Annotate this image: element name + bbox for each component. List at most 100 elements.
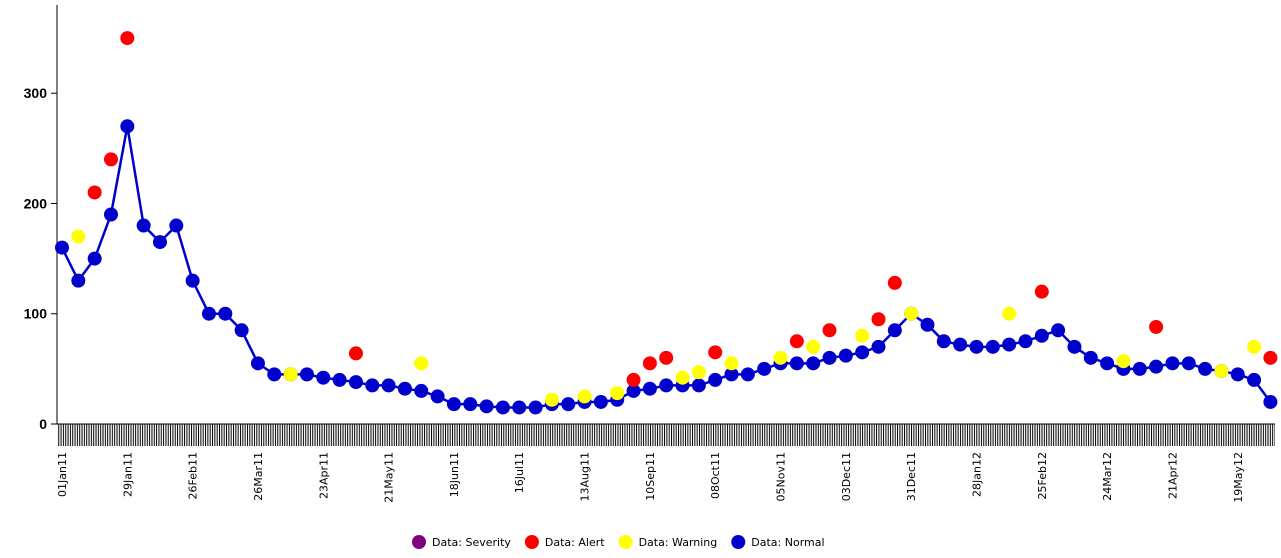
data-point — [316, 370, 331, 385]
data-point — [1149, 319, 1164, 334]
data-point — [185, 273, 200, 288]
data-point — [299, 367, 314, 382]
x-tick-label: 24Mar12 — [1101, 452, 1114, 501]
data-point — [283, 367, 298, 382]
data-point — [1263, 350, 1278, 365]
data-point — [1051, 323, 1066, 338]
data-point — [691, 365, 706, 380]
data-point — [528, 400, 543, 415]
data-point — [479, 399, 494, 414]
data-point — [855, 328, 870, 343]
data-point — [887, 275, 902, 290]
data-point — [218, 306, 233, 321]
data-point — [495, 400, 510, 415]
data-point — [71, 273, 86, 288]
data-point — [267, 367, 282, 382]
data-point — [789, 334, 804, 349]
data-point — [577, 389, 592, 404]
data-point — [332, 372, 347, 387]
data-point — [1018, 334, 1033, 349]
y-tick-label: 100 — [24, 306, 48, 322]
x-tick-label: 18Jun11 — [448, 452, 461, 497]
data-point — [561, 397, 576, 412]
data-point — [642, 356, 657, 371]
legend-marker — [524, 535, 539, 549]
data-point — [936, 334, 951, 349]
data-point — [904, 306, 919, 321]
data-point — [871, 312, 886, 327]
data-point — [365, 378, 380, 393]
data-point — [953, 337, 968, 352]
data-point — [642, 381, 657, 396]
data-point — [724, 356, 739, 371]
y-tick-label: 300 — [24, 85, 48, 101]
y-tick-label: 200 — [24, 195, 48, 211]
data-point — [414, 383, 429, 398]
data-point — [887, 323, 902, 338]
legend-label: Data: Severity — [432, 536, 511, 549]
x-tick-label: 25Feb12 — [1036, 452, 1049, 499]
x-tick-label: 28Jan12 — [970, 452, 983, 497]
data-point — [1263, 394, 1278, 409]
data-point — [544, 392, 559, 407]
data-point — [1132, 361, 1147, 376]
x-tick-label: 26Mar11 — [252, 452, 265, 501]
data-point — [1083, 350, 1098, 365]
x-tick-label: 21Apr12 — [1166, 452, 1179, 499]
data-point — [446, 397, 461, 412]
x-tick-label: 01Jan11 — [56, 452, 69, 497]
legend-marker — [618, 535, 633, 549]
x-tick-strip — [57, 424, 1275, 446]
data-point — [659, 378, 674, 393]
data-point — [103, 207, 118, 222]
x-tick-label: 13Aug11 — [579, 452, 592, 501]
legend-marker — [731, 535, 746, 549]
data-point — [71, 229, 86, 244]
x-tick-label: 03Dec11 — [840, 452, 853, 501]
data-point — [1165, 356, 1180, 371]
data-point — [1230, 367, 1245, 382]
data-point — [626, 383, 641, 398]
data-point — [103, 152, 118, 167]
data-point — [985, 339, 1000, 354]
data-point — [234, 323, 249, 338]
data-point — [757, 361, 772, 376]
data-point — [708, 372, 723, 387]
data-point — [806, 339, 821, 354]
data-point — [1002, 337, 1017, 352]
x-tick-label: 26Feb11 — [187, 452, 200, 499]
data-point — [1002, 306, 1017, 321]
data-point — [1181, 356, 1196, 371]
data-point — [708, 345, 723, 360]
data-point — [120, 119, 135, 134]
data-point — [871, 339, 886, 354]
data-point — [920, 317, 935, 332]
legend-label: Data: Warning — [639, 536, 718, 549]
data-point — [789, 356, 804, 371]
data-point — [610, 386, 625, 401]
data-point — [1149, 359, 1164, 374]
x-tick-label: 23Apr11 — [317, 452, 330, 499]
data-point — [822, 323, 837, 338]
x-tick-label: 19May12 — [1232, 452, 1245, 503]
legend-marker — [412, 535, 426, 549]
data-point — [136, 218, 151, 233]
y-tick-label: 0 — [39, 416, 47, 432]
data-point — [512, 400, 527, 415]
data-point — [120, 31, 135, 46]
data-point — [740, 367, 755, 382]
data-point — [593, 394, 608, 409]
data-point — [169, 218, 184, 233]
data-point — [691, 378, 706, 393]
data-point — [773, 350, 788, 365]
x-tick-label: 08Oct11 — [709, 452, 722, 499]
data-point — [348, 346, 363, 361]
legend-label: Data: Alert — [545, 536, 605, 549]
data-point — [626, 372, 641, 387]
data-point — [1116, 354, 1131, 369]
data-point — [838, 348, 853, 363]
data-point — [397, 381, 412, 396]
data-point — [1247, 339, 1262, 354]
data-point — [675, 370, 690, 385]
data-point — [348, 375, 363, 390]
